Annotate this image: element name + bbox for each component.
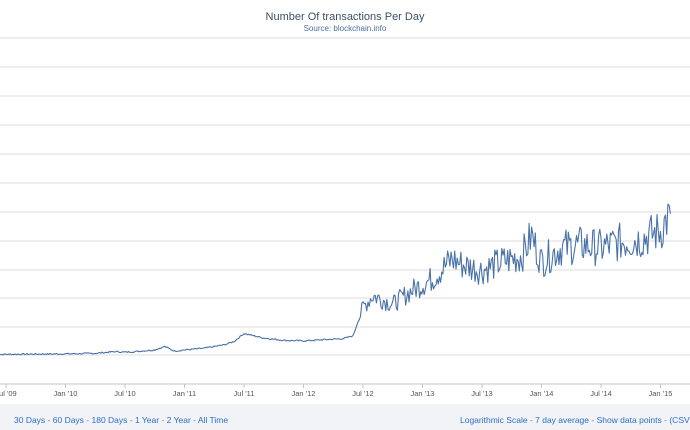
show-data-points-link[interactable]: Show data points xyxy=(596,415,662,425)
series-line-transactions xyxy=(0,203,671,356)
x-tick-label: Jul '13 xyxy=(471,389,492,398)
x-tick-label: Jul '09 xyxy=(0,389,17,398)
x-tick-label: Jul '10 xyxy=(114,389,135,398)
chart-footer: 30 Days - 60 Days - 180 Days - 1 Year - … xyxy=(0,404,690,430)
x-tick-label: Jul '14 xyxy=(590,389,611,398)
range-link-2-year[interactable]: 2 Year xyxy=(166,415,191,425)
x-tick-label: Jan '10 xyxy=(54,389,78,398)
x-tick-label: Jan '14 xyxy=(530,389,554,398)
x-tick-label: Jan '12 xyxy=(292,389,316,398)
chart-subtitle: Source: blockchain.info xyxy=(303,24,387,33)
range-link-60-days[interactable]: 60 Days xyxy=(52,415,84,425)
x-tick-label: Jan '13 xyxy=(411,389,435,398)
transactions-chart: Jul '09 Jan '10 Jul '10 Jan '11 Jul '11 Jan '… xyxy=(0,37,690,398)
time-range-links: 30 Days - 60 Days - 180 Days - 1 Year - … xyxy=(14,415,229,425)
x-tick-label: Jan '15 xyxy=(649,389,673,398)
range-link-30-days[interactable]: 30 Days xyxy=(14,415,46,425)
csv-link[interactable]: (CSV xyxy=(669,415,690,425)
x-tick-label: Jul '11 xyxy=(234,389,255,398)
chart-title: Number Of transactions Per Day xyxy=(265,11,425,23)
chart-option-links: Logarithmic Scale - 7 day average - Show… xyxy=(460,415,690,425)
range-link-1-year[interactable]: 1 Year xyxy=(134,415,160,425)
range-link-all-time[interactable]: All Time xyxy=(197,415,229,425)
x-tick-label: Jul '12 xyxy=(352,389,373,398)
range-link-180-days[interactable]: 180 Days xyxy=(91,415,128,425)
log-scale-link[interactable]: Logarithmic Scale xyxy=(460,415,528,425)
x-tick-label: Jan '11 xyxy=(173,389,196,398)
seven-day-average-link[interactable]: 7 day average xyxy=(535,415,589,425)
